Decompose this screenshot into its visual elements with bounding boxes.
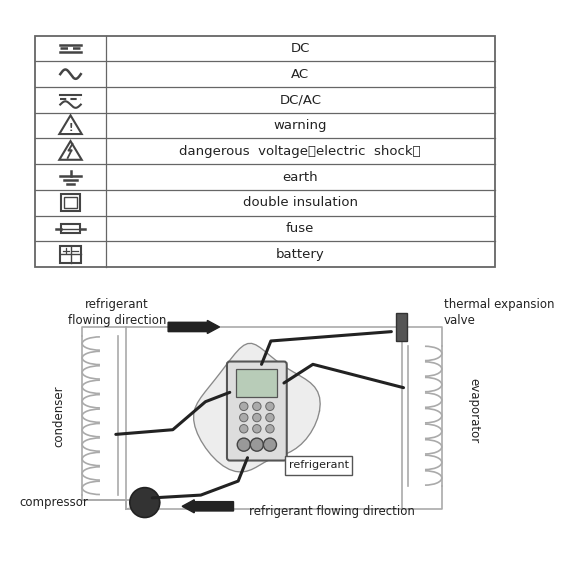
Bar bbox=[61, 224, 80, 233]
Circle shape bbox=[266, 402, 274, 411]
Text: condenser: condenser bbox=[52, 385, 65, 446]
Text: evaporator: evaporator bbox=[467, 378, 480, 444]
Bar bbox=[64, 197, 77, 208]
Circle shape bbox=[253, 402, 261, 411]
Circle shape bbox=[266, 424, 274, 433]
Text: battery: battery bbox=[276, 248, 325, 261]
Text: refrigerant: refrigerant bbox=[289, 460, 349, 470]
Bar bbox=[285, 456, 352, 474]
Circle shape bbox=[240, 424, 248, 433]
Circle shape bbox=[250, 438, 264, 451]
Circle shape bbox=[237, 438, 250, 451]
Text: AC: AC bbox=[291, 68, 310, 81]
Text: DC: DC bbox=[291, 42, 310, 55]
Bar bbox=[35, 36, 495, 267]
Text: fuse: fuse bbox=[286, 222, 315, 235]
Bar bbox=[60, 246, 81, 263]
Bar bbox=[61, 194, 80, 211]
Text: refrigerant
flowing direction: refrigerant flowing direction bbox=[68, 298, 166, 328]
Circle shape bbox=[264, 438, 277, 451]
FancyArrow shape bbox=[182, 500, 233, 513]
Circle shape bbox=[253, 424, 261, 433]
Text: DC/AC: DC/AC bbox=[279, 93, 321, 106]
Circle shape bbox=[253, 414, 261, 422]
Text: warning: warning bbox=[274, 119, 327, 132]
Text: earth: earth bbox=[282, 170, 318, 183]
FancyArrow shape bbox=[168, 320, 219, 333]
Bar bbox=[396, 313, 407, 341]
Text: dangerous  voltage（electric  shock）: dangerous voltage（electric shock） bbox=[179, 145, 421, 158]
Text: thermal expansion
valve: thermal expansion valve bbox=[444, 298, 554, 328]
Circle shape bbox=[130, 487, 160, 517]
Circle shape bbox=[266, 414, 274, 422]
Text: refrigerant flowing direction: refrigerant flowing direction bbox=[249, 506, 415, 519]
Text: double insulation: double insulation bbox=[243, 197, 358, 210]
Polygon shape bbox=[194, 344, 320, 472]
FancyBboxPatch shape bbox=[227, 361, 287, 461]
Circle shape bbox=[240, 402, 248, 411]
Text: !: ! bbox=[68, 123, 73, 133]
Circle shape bbox=[240, 414, 248, 422]
Text: compressor: compressor bbox=[20, 496, 89, 509]
Bar bbox=[236, 369, 277, 397]
